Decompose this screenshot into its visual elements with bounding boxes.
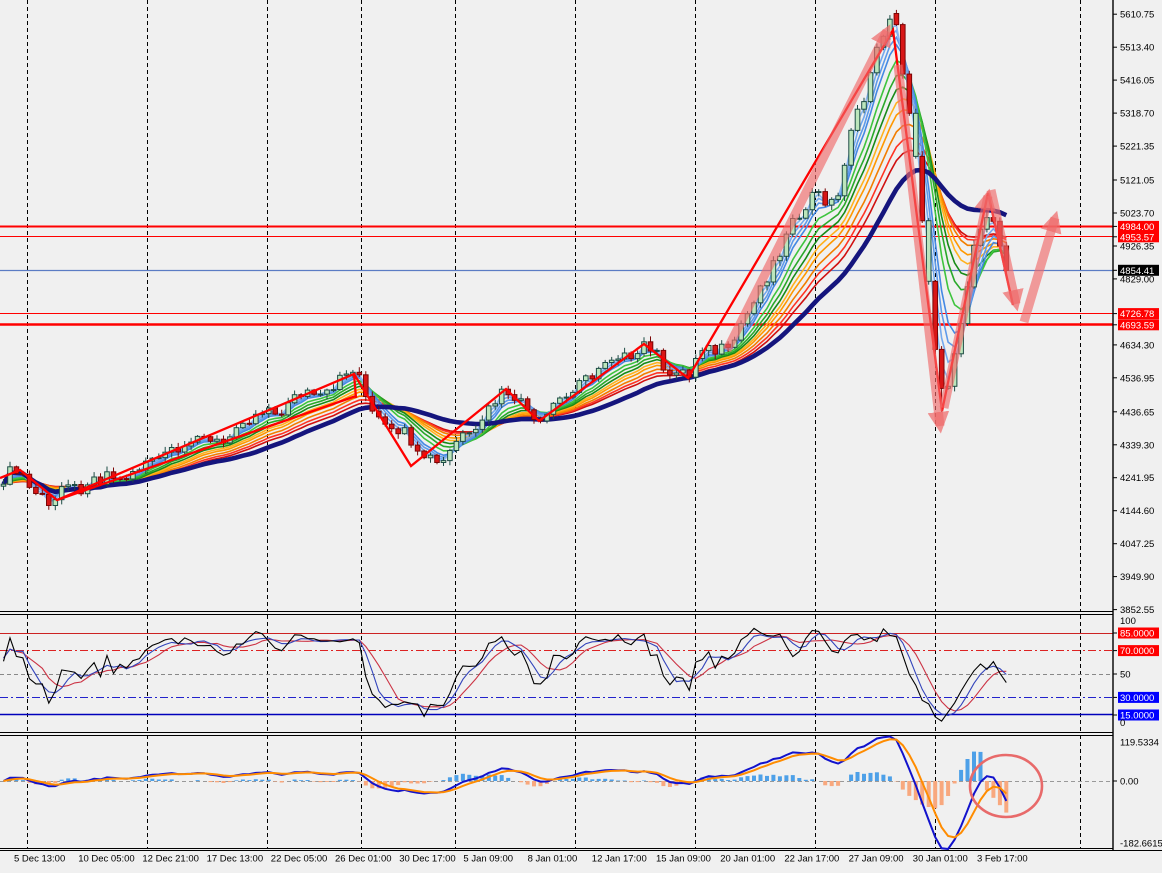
svg-text:-182.6615: -182.6615	[1120, 839, 1162, 850]
svg-text:17 Dec 13:00: 17 Dec 13:00	[207, 854, 264, 865]
svg-text:119.5334: 119.5334	[1120, 738, 1159, 749]
svg-text:4953.57: 4953.57	[1120, 232, 1154, 243]
svg-text:5023.70: 5023.70	[1120, 209, 1154, 220]
svg-text:10 Dec 05:00: 10 Dec 05:00	[78, 854, 135, 865]
svg-text:5318.70: 5318.70	[1120, 109, 1154, 120]
svg-text:30.0000: 30.0000	[1120, 693, 1154, 704]
svg-text:3852.55: 3852.55	[1120, 605, 1154, 616]
svg-text:4634.30: 4634.30	[1120, 340, 1154, 351]
svg-text:4144.60: 4144.60	[1120, 506, 1154, 517]
svg-text:5 Jan 09:00: 5 Jan 09:00	[463, 854, 513, 865]
svg-text:5221.35: 5221.35	[1120, 142, 1154, 153]
svg-text:5 Dec 13:00: 5 Dec 13:00	[14, 854, 65, 865]
svg-text:0: 0	[1120, 718, 1125, 729]
svg-text:30 Jan 01:00: 30 Jan 01:00	[913, 854, 968, 865]
svg-text:5610.75: 5610.75	[1120, 10, 1154, 21]
svg-text:4726.78: 4726.78	[1120, 309, 1154, 320]
svg-text:4241.95: 4241.95	[1120, 473, 1154, 484]
svg-text:15 Jan 09:00: 15 Jan 09:00	[656, 854, 711, 865]
svg-text:4339.30: 4339.30	[1120, 440, 1154, 451]
svg-text:8 Jan 01:00: 8 Jan 01:00	[528, 854, 578, 865]
svg-text:20 Jan 01:00: 20 Jan 01:00	[720, 854, 775, 865]
svg-text:22 Dec 05:00: 22 Dec 05:00	[271, 854, 328, 865]
svg-text:3949.90: 3949.90	[1120, 572, 1154, 583]
svg-text:4984.00: 4984.00	[1120, 222, 1154, 233]
svg-text:50: 50	[1120, 670, 1131, 681]
svg-text:30 Dec 17:00: 30 Dec 17:00	[399, 854, 456, 865]
svg-text:4854.41: 4854.41	[1120, 266, 1154, 277]
svg-text:12 Dec 21:00: 12 Dec 21:00	[142, 854, 199, 865]
svg-text:5513.40: 5513.40	[1120, 43, 1154, 54]
svg-text:5121.05: 5121.05	[1120, 176, 1154, 187]
svg-text:3 Feb 17:00: 3 Feb 17:00	[977, 854, 1028, 865]
svg-text:0.00: 0.00	[1120, 777, 1139, 788]
svg-text:12 Jan 17:00: 12 Jan 17:00	[592, 854, 647, 865]
svg-text:70.0000: 70.0000	[1120, 646, 1154, 657]
svg-text:4436.65: 4436.65	[1120, 407, 1154, 418]
svg-text:5416.05: 5416.05	[1120, 76, 1154, 87]
svg-text:4536.95: 4536.95	[1120, 373, 1154, 384]
svg-text:100: 100	[1120, 616, 1136, 627]
svg-text:27 Jan 09:00: 27 Jan 09:00	[849, 854, 904, 865]
svg-text:22 Jan 17:00: 22 Jan 17:00	[784, 854, 839, 865]
svg-text:4693.59: 4693.59	[1120, 320, 1154, 331]
svg-text:4047.25: 4047.25	[1120, 539, 1154, 550]
svg-text:26 Dec 01:00: 26 Dec 01:00	[335, 854, 392, 865]
svg-text:85.0000: 85.0000	[1120, 629, 1154, 640]
